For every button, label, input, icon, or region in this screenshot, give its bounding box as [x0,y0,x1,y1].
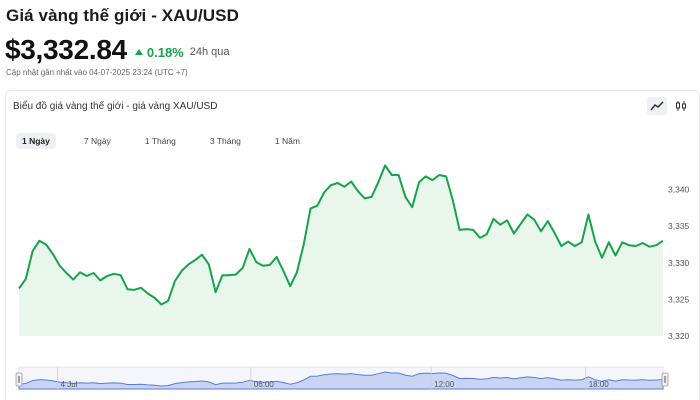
price-line [18,164,664,306]
x-tick-label: 18:00 [589,380,610,389]
chart-type-switcher [647,97,691,115]
current-price: $3,332.84 [5,34,127,65]
tab-1-year[interactable]: 1 Năm [274,136,300,146]
navigator-handle-right[interactable] [661,372,669,387]
change-percent: 0.18% [146,44,184,60]
chart-title: Biểu đồ giá vàng thế giới - giá vàng XAU… [13,101,218,112]
line-chart-icon [650,101,664,111]
tab-1-day[interactable]: 1 Ngày [16,133,56,149]
x-tick-label: 06:00 [254,380,275,389]
x-tick-label: 12:00 [434,380,455,389]
price-change: 0.18% 24h qua [134,44,230,60]
change-period: 24h qua [189,46,230,58]
y-tick-label: 3,330 [668,258,690,268]
up-arrow-icon [134,49,143,55]
navigator-series [18,371,664,390]
tab-1-month[interactable]: 1 Tháng [144,136,176,146]
y-tick-label: 3,325 [668,294,690,304]
y-tick-label: 3,335 [668,221,690,231]
price-row: $3,332.84 0.18% 24h qua [5,34,230,66]
last-updated: Cập nhật gần nhất vào 04-07-2025 23:24 (… [6,68,188,77]
tab-7-days[interactable]: 7 Ngày [83,136,111,146]
price-area-fill [19,165,663,336]
candlestick-button[interactable] [671,97,691,115]
line-chart-button[interactable] [647,97,667,115]
y-tick-label: 3,340 [668,185,690,195]
x-tick-label: 4 Jul [61,380,78,389]
y-tick-label: 3,320 [668,331,690,341]
navigator-handle-left[interactable] [15,372,23,387]
candlestick-icon [676,101,686,111]
time-range-tabs: 1 Ngày 7 Ngày 1 Tháng 3 Tháng 1 Năm [16,133,328,149]
tab-3-months[interactable]: 3 Tháng [209,136,241,146]
page-title: Giá vàng thế giới - XAU/USD [6,6,239,25]
